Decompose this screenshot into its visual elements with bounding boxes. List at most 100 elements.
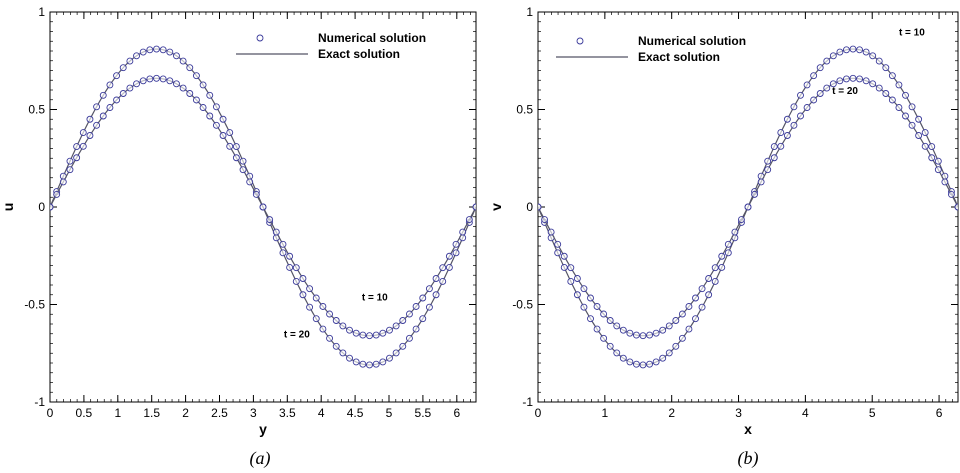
- numerical-point: [928, 154, 936, 162]
- numerical-point: [777, 142, 785, 150]
- numerical-point: [626, 329, 634, 337]
- numerical-point: [547, 228, 555, 236]
- curves-group: [538, 45, 958, 369]
- numerical-point: [560, 252, 568, 260]
- numerical-point: [829, 80, 837, 88]
- numerical-point: [908, 103, 916, 111]
- numerical-point: [332, 317, 340, 324]
- numerical-point: [652, 329, 660, 337]
- numerical-point: [659, 326, 667, 334]
- numerical-point: [272, 228, 280, 236]
- numerical-point: [232, 143, 240, 151]
- numerical-point: [399, 342, 407, 350]
- numerical-point: [146, 75, 154, 83]
- numerical-point: [292, 278, 300, 285]
- numerical-point: [895, 104, 903, 111]
- numerical-point: [646, 331, 654, 339]
- numerical-point: [816, 64, 824, 72]
- numerical-point: [587, 294, 594, 302]
- numerical-point: [326, 310, 334, 318]
- x-tick-label: 3: [735, 406, 742, 420]
- numerical-point: [66, 157, 74, 165]
- numerical-point: [902, 91, 909, 99]
- numerical-point: [199, 81, 207, 89]
- y-tick-label: -1: [34, 395, 45, 409]
- numerical-point: [580, 303, 588, 311]
- numerical-point: [113, 72, 121, 80]
- numerical-point: [206, 112, 214, 120]
- numerical-point: [432, 275, 440, 282]
- numerical-point: [119, 64, 127, 72]
- numerical-point: [226, 142, 234, 150]
- legend-marker-numerical: [576, 37, 584, 45]
- numerical-point: [352, 358, 360, 366]
- chart-panel-b: 0 1 2 3 4 5 6 -1 -0.5 0 0.5 1 x v t = 10 t = 20 Numerica…: [488, 5, 959, 469]
- numerical-point: [86, 132, 94, 139]
- numerical-point: [106, 81, 114, 89]
- numerical-point: [613, 322, 621, 330]
- numerical-point: [698, 303, 706, 311]
- numerical-point: [419, 294, 427, 302]
- numerical-point: [856, 75, 864, 83]
- y-tick-label: -1: [522, 395, 533, 409]
- numerical-point: [895, 81, 903, 89]
- numerical-point: [613, 349, 621, 357]
- numerical-point: [731, 228, 739, 236]
- numerical-point: [842, 46, 850, 54]
- numerical-point: [346, 354, 353, 362]
- numerical-point: [921, 129, 929, 136]
- time-annotation: t = 20: [284, 330, 310, 341]
- numerical-point: [888, 96, 896, 104]
- numerical-point: [902, 112, 909, 120]
- numerical-point: [279, 249, 287, 257]
- numerical-point: [619, 326, 627, 334]
- numerical-point: [312, 315, 320, 323]
- numerical-point: [166, 48, 174, 56]
- x-tick-label: 2: [182, 406, 189, 420]
- numerical-point: [934, 166, 942, 174]
- numerical-point: [119, 90, 127, 97]
- numerical-point: [86, 115, 94, 123]
- numerical-point: [73, 154, 81, 162]
- numerical-point: [600, 310, 608, 318]
- numerical-point: [921, 142, 929, 150]
- numerical-point: [869, 52, 877, 60]
- numerical-point: [711, 278, 719, 285]
- numerical-point: [587, 315, 594, 323]
- numerical-point: [179, 57, 187, 65]
- numerical-point: [777, 129, 785, 136]
- numerical-point: [665, 349, 673, 357]
- numerical-point: [934, 157, 942, 165]
- numerical-point: [869, 80, 877, 88]
- numerical-point: [888, 72, 896, 80]
- numerical-point: [862, 77, 870, 85]
- numerical-point: [79, 142, 87, 150]
- x-tick-label: 6: [453, 406, 460, 420]
- numerical-point: [882, 64, 890, 72]
- numerical-point: [306, 285, 314, 293]
- numerical-point: [764, 157, 772, 165]
- y-tick-label: 1: [526, 5, 533, 19]
- numerical-point: [179, 84, 187, 92]
- numerical-point: [246, 178, 254, 186]
- numerical-point: [332, 342, 340, 350]
- numerical-point: [359, 331, 367, 339]
- numerical-point: [718, 263, 726, 271]
- y-axis-title: v: [488, 203, 504, 211]
- numerical-point: [554, 240, 562, 248]
- numerical-point: [432, 291, 440, 299]
- numerical-point: [252, 190, 260, 198]
- y-tick-label: 0: [526, 200, 533, 214]
- numerical-point: [425, 303, 433, 311]
- y-tick-label: 1: [38, 5, 45, 19]
- numerical-point: [685, 303, 693, 310]
- numerical-point: [319, 325, 327, 333]
- numerical-point: [678, 310, 686, 318]
- panel-caption: (a): [250, 448, 271, 469]
- numerical-point: [797, 91, 804, 99]
- numerical-point: [823, 84, 831, 92]
- numerical-point: [259, 203, 267, 211]
- numerical-point: [392, 322, 400, 330]
- numerical-point: [292, 264, 300, 272]
- numerical-point: [212, 103, 220, 111]
